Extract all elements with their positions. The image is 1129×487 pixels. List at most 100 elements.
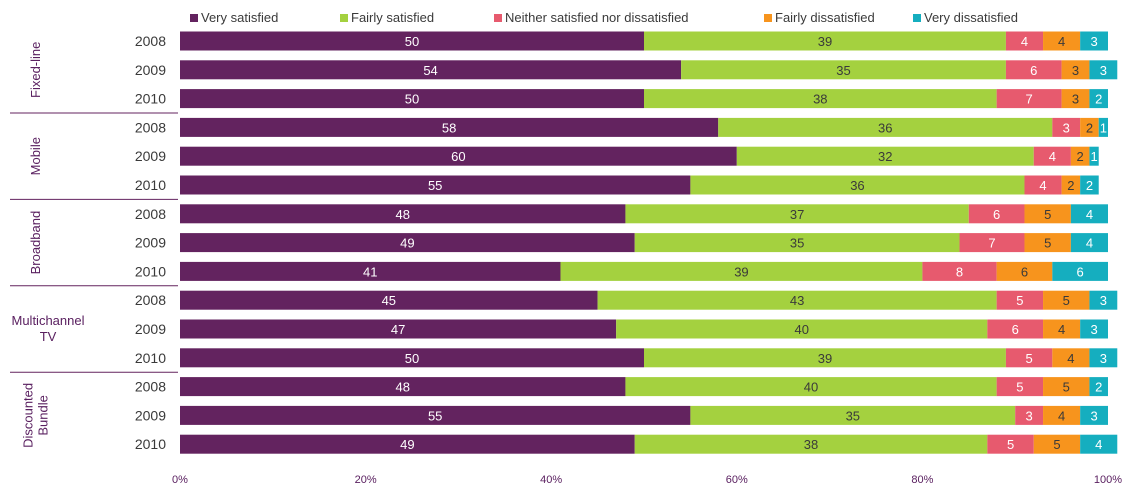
data-label: 58 (442, 120, 456, 135)
bar-segment (1033, 146, 1071, 166)
bar-segment (1070, 204, 1108, 224)
bar-segment (1080, 434, 1118, 454)
bar-segment (180, 117, 719, 137)
data-label: 4 (1021, 34, 1028, 49)
year-label: 2010 (135, 177, 166, 193)
legend-label: Very dissatisfied (924, 10, 1018, 25)
year-label: 2009 (135, 321, 166, 337)
data-label: 2 (1086, 120, 1093, 135)
bar-segment (1089, 60, 1118, 80)
data-label: 47 (391, 322, 405, 337)
bar-segment (922, 261, 997, 281)
bar-segment (1043, 31, 1081, 51)
data-label: 2 (1067, 178, 1074, 193)
bar-segment (597, 290, 997, 310)
group-label: Broadband (28, 211, 43, 275)
data-label: 55 (428, 408, 442, 423)
bar-segment (987, 319, 1044, 339)
bar-segment (1061, 60, 1090, 80)
bar-segment (180, 348, 644, 368)
year-label: 2009 (135, 235, 166, 251)
data-label: 3 (1100, 63, 1107, 78)
bar-segment (180, 319, 617, 339)
year-label: 2008 (135, 292, 166, 308)
data-label: 5 (1026, 351, 1033, 366)
year-label: 2010 (135, 436, 166, 452)
data-label: 4 (1039, 178, 1046, 193)
data-label: 49 (400, 437, 414, 452)
data-label: 39 (818, 351, 832, 366)
data-label: 35 (790, 236, 804, 251)
data-label: 35 (846, 408, 860, 423)
group-label: Bundle (36, 395, 51, 435)
bar-segment (625, 377, 997, 397)
x-tick-label: 80% (911, 474, 933, 486)
year-label: 2010 (135, 91, 166, 107)
data-label: 5 (1016, 380, 1023, 395)
legend: Very satisfied Fairly satisfied Neither sa… (190, 10, 1018, 25)
group-label: Mobile (28, 137, 43, 175)
data-label: 48 (395, 380, 409, 395)
data-label: 3 (1090, 408, 1097, 423)
data-label: 4 (1049, 149, 1056, 164)
legend-label: Fairly dissatisfied (775, 10, 875, 25)
legend-swatch (494, 14, 502, 22)
data-label: 6 (1012, 322, 1019, 337)
data-label: 1 (1100, 120, 1107, 135)
bar-segment (1089, 89, 1108, 109)
data-label: 6 (993, 207, 1000, 222)
group-separators (10, 112, 178, 373)
bar-segment (1015, 405, 1044, 425)
bar-segment (1061, 89, 1090, 109)
bar-segment (681, 60, 1006, 80)
data-label: 35 (836, 63, 850, 78)
data-label: 3 (1100, 351, 1107, 366)
bar-segment (996, 290, 1044, 310)
data-label: 60 (451, 149, 465, 164)
bar-segment (560, 261, 923, 281)
year-label: 2009 (135, 407, 166, 423)
group-label: Discounted (21, 383, 36, 448)
legend-label: Neither satisfied nor dissatisfied (505, 10, 689, 25)
bar-segment (1089, 290, 1118, 310)
data-label: 5 (1044, 207, 1051, 222)
bar-segment (1052, 261, 1108, 281)
data-label: 8 (956, 264, 963, 279)
bar-segment (1052, 348, 1090, 368)
data-label: 40 (804, 380, 818, 395)
data-label: 36 (878, 120, 892, 135)
data-label: 32 (878, 149, 892, 164)
data-label: 3 (1072, 63, 1079, 78)
group-label: Multichannel (12, 313, 85, 328)
x-tick-label: 20% (355, 474, 377, 486)
data-label: 49 (400, 236, 414, 251)
bar-segment (1005, 60, 1062, 80)
bar-segment (959, 233, 1025, 253)
legend-label: Very satisfied (201, 10, 278, 25)
year-label: 2010 (135, 350, 166, 366)
bar-segment (644, 89, 997, 109)
bar-segment (180, 60, 682, 80)
data-label: 4 (1095, 437, 1102, 452)
data-label: 2 (1095, 380, 1102, 395)
bar-segment (1033, 434, 1081, 454)
bar-segment (1070, 146, 1090, 166)
bar-segment (968, 204, 1025, 224)
data-label: 3 (1063, 120, 1070, 135)
data-label: 5 (1016, 293, 1023, 308)
data-label: 6 (1077, 264, 1084, 279)
bar-segment (736, 146, 1034, 166)
data-label: 3 (1072, 92, 1079, 107)
data-label: 38 (813, 92, 827, 107)
data-label: 5 (1007, 437, 1014, 452)
data-label: 3 (1090, 322, 1097, 337)
data-label: 37 (790, 207, 804, 222)
bar-segment (634, 233, 960, 253)
data-label: 3 (1100, 293, 1107, 308)
bar-segment (1043, 377, 1090, 397)
bar-segment (180, 377, 626, 397)
bar-segment (1080, 175, 1099, 195)
x-axis: 0% 20% 40% 60% 80% 100% (172, 474, 1122, 486)
bar-segment (1089, 377, 1108, 397)
